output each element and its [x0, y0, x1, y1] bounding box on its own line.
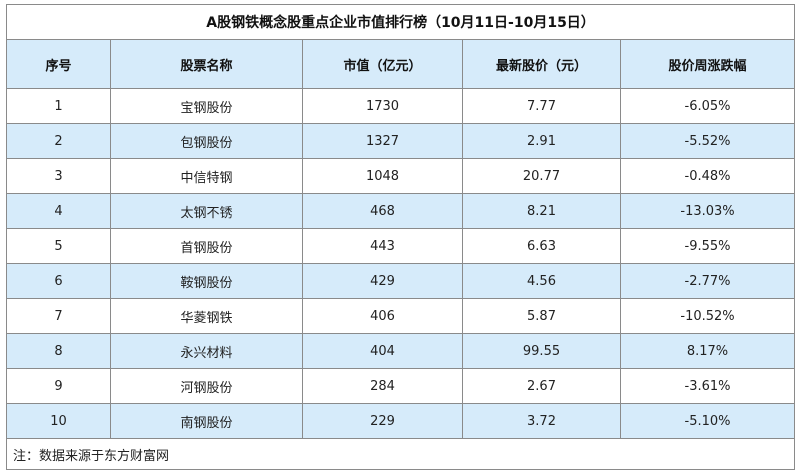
- table-row: 1 宝钢股份 1730 7.77 -6.05%: [6, 88, 796, 124]
- cell-stock-name: 永兴材料: [110, 333, 303, 369]
- table-row: 9 河钢股份 284 2.67 -3.61%: [6, 368, 796, 404]
- cell-market-cap: 429: [302, 263, 463, 299]
- cell-index: 9: [6, 368, 111, 404]
- cell-latest-price: 7.77: [462, 88, 621, 124]
- cell-index: 1: [6, 88, 111, 124]
- cell-index: 4: [6, 193, 111, 229]
- cell-stock-name: 宝钢股份: [110, 88, 303, 124]
- cell-market-cap: 284: [302, 368, 463, 404]
- cell-market-cap: 404: [302, 333, 463, 369]
- cell-market-cap: 1327: [302, 123, 463, 159]
- cell-weekly-change: -13.03%: [619, 193, 796, 229]
- cell-weekly-change: -3.61%: [619, 368, 796, 404]
- cell-index: 10: [6, 403, 111, 439]
- cell-latest-price: 20.77: [462, 158, 621, 194]
- cell-stock-name: 太钢不锈: [110, 193, 303, 229]
- cell-market-cap: 406: [302, 298, 463, 334]
- cell-stock-name: 华菱钢铁: [110, 298, 303, 334]
- table-body: 1 宝钢股份 1730 7.77 -6.05% 2 包钢股份 1327 2.91 -5.52% 3 中…: [6, 88, 796, 439]
- header-row: 序号 股票名称 市值（亿元） 最新股价（元） 股价周涨跌幅: [6, 39, 796, 89]
- header-index: 序号: [6, 39, 111, 89]
- table-row: 5 首钢股份 443 6.63 -9.55%: [6, 228, 796, 264]
- cell-index: 3: [6, 158, 111, 194]
- cell-latest-price: 5.87: [462, 298, 621, 334]
- ranking-table-container: A股钢铁概念股重点企业市值排行榜（10月11日-10月15日） 序号 股票名称 …: [5, 4, 796, 470]
- cell-market-cap: 229: [302, 403, 463, 439]
- header-stock-name: 股票名称: [110, 39, 303, 89]
- cell-latest-price: 4.56: [462, 263, 621, 299]
- cell-weekly-change: -0.48%: [619, 158, 796, 194]
- source-note: 注：数据来源于东方财富网: [5, 438, 796, 470]
- cell-stock-name: 包钢股份: [110, 123, 303, 159]
- cell-latest-price: 2.91: [462, 123, 621, 159]
- cell-stock-name: 中信特钢: [110, 158, 303, 194]
- header-weekly-change: 股价周涨跌幅: [619, 39, 796, 89]
- table-row: 3 中信特钢 1048 20.77 -0.48%: [6, 158, 796, 194]
- note-row: 注：数据来源于东方财富网: [5, 438, 796, 470]
- header-latest-price: 最新股价（元）: [462, 39, 621, 89]
- cell-latest-price: 3.72: [462, 403, 621, 439]
- cell-stock-name: 首钢股份: [110, 228, 303, 264]
- cell-latest-price: 99.55: [462, 333, 621, 369]
- table-row: 2 包钢股份 1327 2.91 -5.52%: [6, 123, 796, 159]
- cell-latest-price: 2.67: [462, 368, 621, 404]
- cell-market-cap: 1048: [302, 158, 463, 194]
- cell-weekly-change: -6.05%: [619, 88, 796, 124]
- cell-weekly-change: -2.77%: [619, 263, 796, 299]
- cell-index: 2: [6, 123, 111, 159]
- cell-weekly-change: 8.17%: [619, 333, 796, 369]
- table-title: A股钢铁概念股重点企业市值排行榜（10月11日-10月15日）: [5, 4, 796, 40]
- cell-weekly-change: -5.52%: [619, 123, 796, 159]
- table-row: 8 永兴材料 404 99.55 8.17%: [6, 333, 796, 369]
- cell-market-cap: 443: [302, 228, 463, 264]
- cell-latest-price: 8.21: [462, 193, 621, 229]
- table-row: 7 华菱钢铁 406 5.87 -10.52%: [6, 298, 796, 334]
- cell-weekly-change: -10.52%: [619, 298, 796, 334]
- cell-stock-name: 河钢股份: [110, 368, 303, 404]
- cell-index: 8: [6, 333, 111, 369]
- cell-index: 7: [6, 298, 111, 334]
- table-row: 6 鞍钢股份 429 4.56 -2.77%: [6, 263, 796, 299]
- cell-weekly-change: -5.10%: [619, 403, 796, 439]
- cell-index: 5: [6, 228, 111, 264]
- table-row: 10 南钢股份 229 3.72 -5.10%: [6, 403, 796, 439]
- cell-latest-price: 6.63: [462, 228, 621, 264]
- table-row: 4 太钢不锈 468 8.21 -13.03%: [6, 193, 796, 229]
- ranking-table: A股钢铁概念股重点企业市值排行榜（10月11日-10月15日） 序号 股票名称 …: [5, 4, 796, 470]
- title-row: A股钢铁概念股重点企业市值排行榜（10月11日-10月15日）: [5, 4, 796, 40]
- cell-market-cap: 1730: [302, 88, 463, 124]
- cell-weekly-change: -9.55%: [619, 228, 796, 264]
- header-market-cap: 市值（亿元）: [302, 39, 463, 89]
- cell-market-cap: 468: [302, 193, 463, 229]
- cell-index: 6: [6, 263, 111, 299]
- cell-stock-name: 南钢股份: [110, 403, 303, 439]
- cell-stock-name: 鞍钢股份: [110, 263, 303, 299]
